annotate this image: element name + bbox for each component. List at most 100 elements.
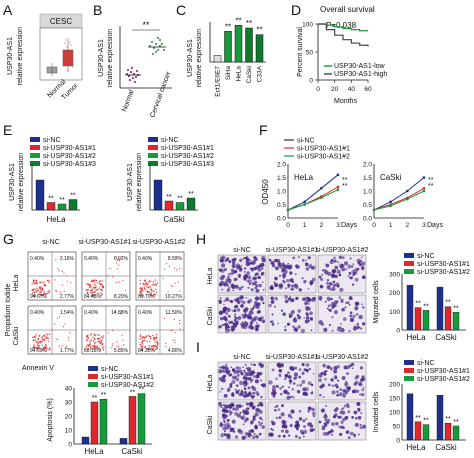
panel-g-legend-swatch: [88, 374, 98, 379]
panel-g-event: [48, 290, 50, 292]
panel-g-event: [46, 279, 49, 282]
panel-g-event: [100, 294, 103, 297]
panel-g-event: [58, 345, 60, 347]
stained-cell: [282, 280, 286, 284]
stained-cell: [245, 257, 249, 260]
stained-cell: [302, 391, 307, 396]
panel-f-ytick-label: 1.0: [277, 189, 286, 196]
panel-g-quad-ul: 0.40%: [84, 310, 99, 316]
stained-cell: [223, 430, 226, 433]
panel-f-legend-label: si-NC: [297, 138, 315, 145]
stained-cell: [307, 423, 310, 426]
stained-cell: [278, 416, 282, 420]
panel-g-event: [61, 284, 64, 286]
stained-cell: [223, 433, 227, 437]
panel-g-event: [102, 346, 105, 348]
panel-f-curve: [373, 187, 425, 211]
panel-g-event: [87, 349, 89, 351]
panel-f-ytick-label: 0.5: [363, 202, 372, 209]
stained-cell: [287, 283, 291, 287]
stained-cell: [297, 315, 302, 320]
panel-g-event: [36, 347, 38, 349]
stained-cell: [275, 266, 279, 271]
panel-g-event: [93, 348, 95, 350]
stained-cell: [323, 422, 327, 425]
stained-cell: [290, 298, 295, 303]
panel-f-point: [422, 176, 426, 179]
panel-g-event: [43, 347, 45, 350]
panel-g-event: [32, 294, 35, 297]
stained-cell: [298, 256, 300, 258]
panel-d-xtick-label: 60: [364, 86, 372, 93]
panel-g-event: [89, 346, 92, 349]
stained-cell: [308, 303, 310, 305]
stained-cell: [275, 377, 278, 381]
panel-g-event: [172, 285, 174, 287]
panel-g-event: [34, 295, 36, 297]
panel-g-event: [177, 281, 179, 283]
stained-cell: [245, 436, 248, 439]
stained-cell: [226, 257, 229, 260]
panel-g-event: [47, 340, 50, 343]
stained-cell: [233, 318, 237, 322]
panel-g-quad-ur: 8.53%: [168, 256, 183, 262]
stained-cell: [336, 327, 340, 332]
panel-g-event: [112, 343, 114, 345]
stained-cell: [340, 425, 344, 429]
panel-i-row-hela: HeLa: [207, 375, 214, 392]
panel-label-a: A: [3, 2, 13, 18]
panel-g-event: [91, 291, 93, 293]
panel-d-title: Overall survival: [320, 5, 375, 14]
stained-cell: [268, 303, 272, 308]
stained-cell: [336, 260, 339, 264]
stained-cell: [291, 395, 294, 398]
stained-cell: [261, 255, 266, 261]
stained-cell: [340, 322, 342, 325]
stained-cell: [334, 304, 337, 307]
panel-g-event: [44, 284, 46, 286]
panel-g-quad-ul: 0.40%: [30, 256, 45, 262]
panel-g-event: [118, 260, 121, 262]
panel-g-event: [45, 344, 47, 347]
stained-cell: [349, 314, 353, 318]
stained-cell: [225, 312, 229, 315]
panel-e-legend-label: si-USP30-AS1#3: [43, 161, 96, 168]
panel-g-event: [38, 341, 40, 343]
panel-d-pvalue: P=0.038: [326, 21, 357, 30]
panel-g-event: [47, 337, 50, 340]
stained-cell: [224, 259, 227, 263]
stained-cell: [352, 326, 357, 331]
stained-cell: [348, 329, 351, 333]
panel-g-event: [91, 288, 93, 291]
panel-g-event: [179, 319, 181, 322]
stained-cell: [309, 422, 312, 425]
stained-cell: [226, 422, 230, 427]
panel-g-event: [144, 336, 146, 338]
panel-g-row-caski: CaSki: [13, 326, 20, 345]
stained-cell: [274, 296, 278, 301]
stained-cell: [344, 382, 349, 387]
stained-cell: [238, 287, 242, 291]
stained-cell: [340, 298, 344, 303]
panel-g-event: [148, 280, 151, 282]
stained-cell: [319, 284, 324, 289]
panel-g-event: [173, 267, 176, 269]
stained-cell: [238, 392, 242, 397]
panel-g-event: [118, 345, 120, 348]
stained-cell: [307, 287, 310, 290]
legend-label: si-USP30-AS1#1: [417, 368, 470, 375]
panel-f-point: [389, 200, 392, 204]
stained-cell: [242, 257, 245, 260]
panel-g-event: [156, 339, 158, 342]
stained-cell: [227, 314, 231, 318]
panel-g-event: [141, 295, 144, 297]
panel-g-event: [144, 289, 147, 291]
stained-cell: [309, 428, 314, 433]
panel-f-curve: [373, 190, 425, 211]
stained-cell: [247, 279, 253, 284]
panel-g-col-head: si-NC: [42, 239, 60, 246]
stained-cell: [226, 387, 231, 392]
panel-f-point: [336, 188, 340, 191]
panel-g-event: [32, 279, 35, 281]
stained-cell: [234, 305, 237, 308]
